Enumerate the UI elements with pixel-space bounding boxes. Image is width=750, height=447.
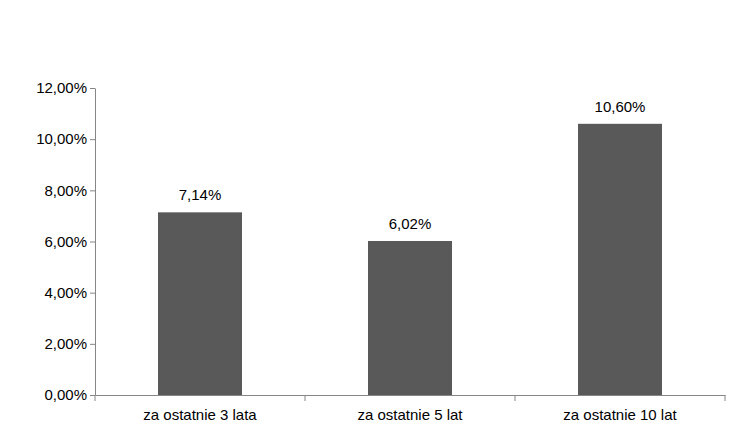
y-tick-label: 12,00%: [36, 79, 87, 96]
x-tick: za ostatnie 3 lata: [143, 395, 257, 423]
y-tick-label: 0,00%: [44, 386, 87, 403]
chart: 0,00% 2,00% 4,00% 6,00% 8,00% 10,00% 12,00% za …: [0, 0, 750, 447]
x-axis-line: [96, 395, 726, 396]
y-tick-mark: [90, 190, 95, 191]
y-tick: 0,00%: [44, 386, 95, 403]
y-tick-label: 10,00%: [36, 130, 87, 147]
bar: [578, 124, 662, 395]
category-separator: [305, 395, 306, 401]
y-tick: 10,00%: [36, 130, 95, 147]
y-tick-mark: [90, 242, 95, 243]
y-tick-mark: [90, 88, 95, 89]
data-labels: 7,14% 6,02% 10,60%: [179, 98, 646, 232]
category-separator: [725, 395, 726, 401]
y-axis-line: [95, 89, 96, 396]
y-axis: 0,00% 2,00% 4,00% 6,00% 8,00% 10,00% 12,00%: [36, 79, 95, 403]
bar: [368, 241, 452, 395]
x-tick: za ostatnie 10 lat: [563, 395, 677, 423]
y-tick-label: 6,00%: [44, 233, 87, 250]
y-tick: 6,00%: [44, 233, 95, 250]
y-tick-mark: [90, 139, 95, 140]
y-tick: 2,00%: [44, 335, 95, 352]
y-tick: 4,00%: [44, 284, 95, 301]
y-tick-label: 8,00%: [44, 182, 87, 199]
y-tick: 8,00%: [44, 182, 95, 199]
category-separator: [95, 395, 96, 401]
bar: [158, 212, 242, 395]
category-separator: [515, 395, 516, 401]
y-tick-mark: [90, 344, 95, 345]
bars: [158, 124, 662, 395]
plot: 0,00% 2,00% 4,00% 6,00% 8,00% 10,00% 12,00% za …: [36, 79, 725, 422]
x-tick-label: za ostatnie 5 lat: [357, 406, 463, 423]
x-tick: za ostatnie 5 lat: [357, 395, 463, 423]
x-tick-label: za ostatnie 3 lata: [143, 406, 257, 423]
data-label: 6,02%: [389, 215, 432, 232]
y-tick-mark: [90, 293, 95, 294]
x-tick-label: za ostatnie 10 lat: [563, 406, 677, 423]
data-label: 7,14%: [179, 186, 222, 203]
y-tick-label: 4,00%: [44, 284, 87, 301]
y-tick: 12,00%: [36, 79, 95, 96]
category-separators: [95, 395, 725, 401]
x-axis: za ostatnie 3 lata za ostatnie 5 lat za os…: [95, 395, 726, 423]
data-label: 10,60%: [595, 98, 646, 115]
y-tick-mark: [90, 395, 95, 396]
y-tick-label: 2,00%: [44, 335, 87, 352]
